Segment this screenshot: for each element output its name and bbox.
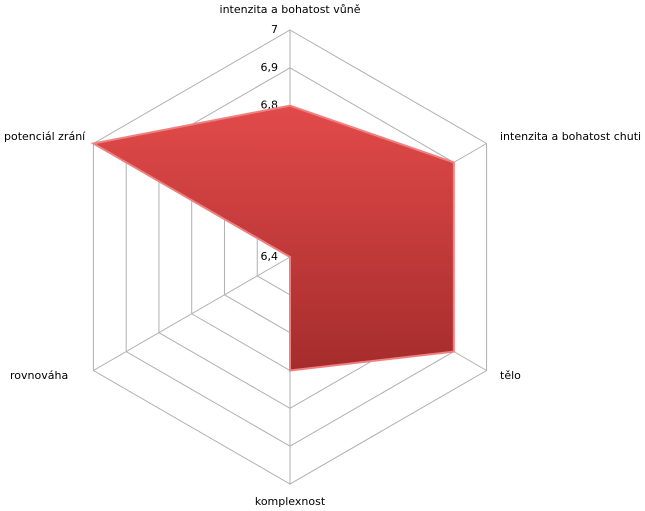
spoke — [93, 256, 291, 371]
data-area — [90, 104, 455, 372]
category-label: potenciál zrání — [4, 130, 86, 143]
y-tick-label: 7 — [271, 23, 278, 36]
category-label: intenzita a bohatost chuti — [500, 130, 641, 143]
category-label: rovnováha — [10, 369, 68, 382]
category-label: intenzita a bohatost vůně — [220, 3, 361, 16]
y-tick-label: 6,9 — [261, 61, 279, 74]
category-label: komplexnost — [255, 495, 326, 508]
y-tick-label: 6,4 — [261, 250, 279, 263]
category-label: tělo — [500, 369, 521, 382]
